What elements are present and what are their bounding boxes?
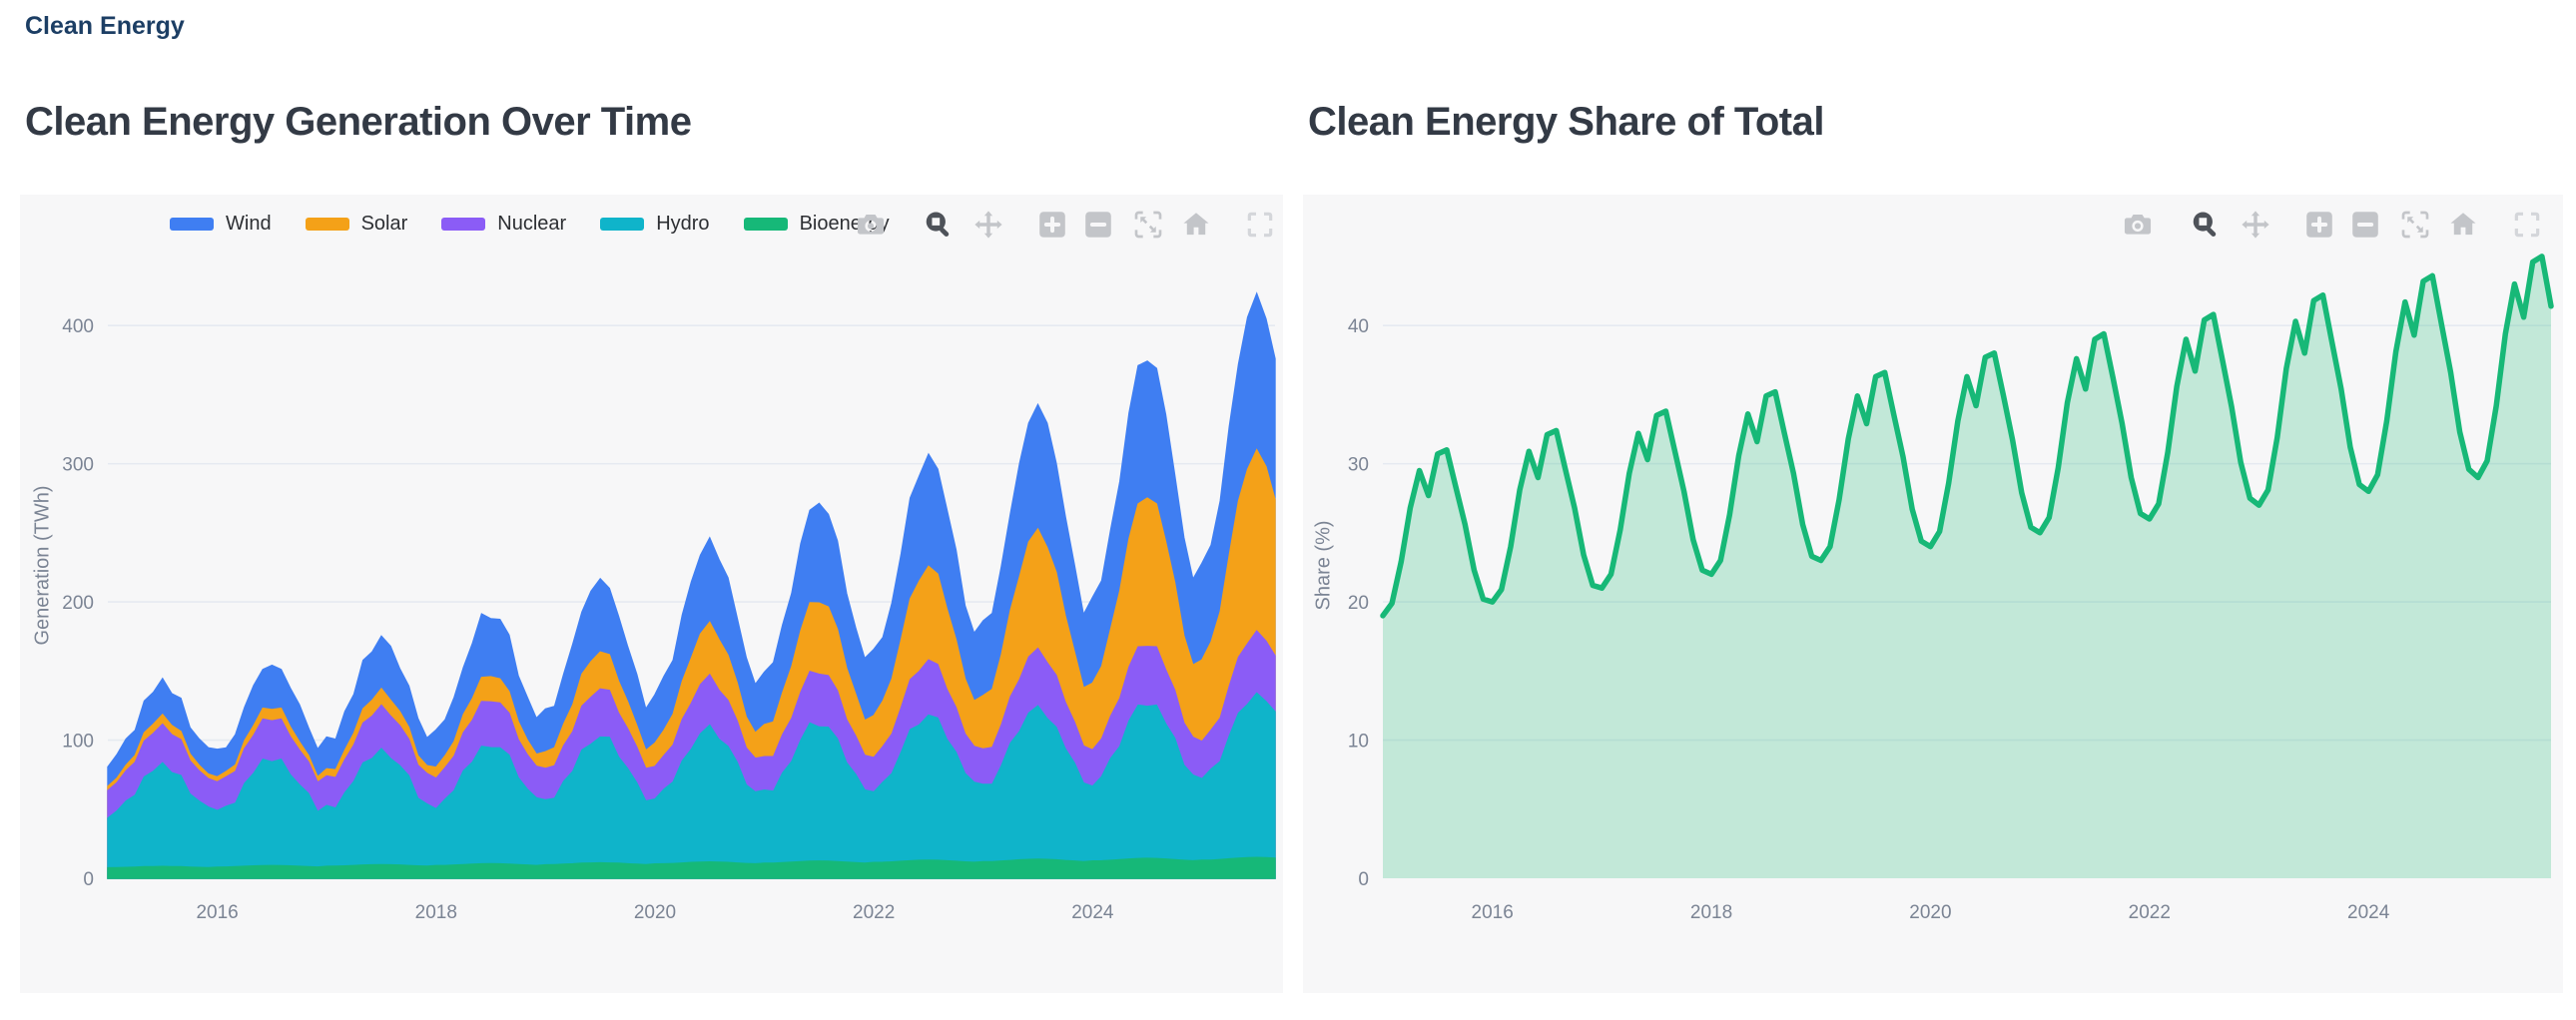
chart2-title: Clean Energy Share of Total bbox=[1308, 100, 1825, 144]
generation-legend: Wind Solar Nuclear Hydro Bioenergy bbox=[170, 213, 924, 236]
y-tick-label: 20 bbox=[1348, 593, 1369, 614]
y-tick-label: 40 bbox=[1348, 316, 1369, 337]
fullscreen-icon[interactable] bbox=[2511, 209, 2543, 241]
share-plot-area[interactable]: 0 10 20 30 40 2016 2018 2020 2022 2024 bbox=[1303, 195, 2563, 993]
y-tick-label: 100 bbox=[62, 732, 94, 753]
legend-item-hydro[interactable]: Hydro bbox=[600, 213, 710, 236]
hydro-swatch bbox=[600, 218, 645, 231]
wind-swatch bbox=[170, 218, 214, 231]
share-y-axis-title: Share (%) bbox=[1312, 520, 1335, 611]
x-tick-label: 2020 bbox=[634, 902, 676, 923]
reset-home-icon[interactable] bbox=[2447, 209, 2479, 241]
autoscale-icon[interactable] bbox=[1132, 209, 1164, 241]
zoom-out-icon[interactable] bbox=[2349, 209, 2381, 241]
chart1-title: Clean Energy Generation Over Time bbox=[25, 100, 692, 144]
breadcrumb: Clean Energy bbox=[25, 12, 185, 40]
fullscreen-icon[interactable] bbox=[1244, 209, 1276, 241]
legend-item-nuclear[interactable]: Nuclear bbox=[441, 213, 566, 236]
share-modebar bbox=[2122, 209, 2551, 245]
share-chart-card: 0 10 20 30 40 2016 2018 2020 2022 2024 Share (%) bbox=[1303, 195, 2563, 993]
y-tick-label: 30 bbox=[1348, 455, 1369, 476]
zoom-in-icon[interactable] bbox=[1036, 209, 1068, 241]
pan-icon[interactable] bbox=[972, 209, 1004, 241]
legend-label: Nuclear bbox=[497, 213, 567, 235]
y-tick-label: 10 bbox=[1348, 732, 1369, 753]
y-tick-label: 200 bbox=[62, 593, 94, 614]
x-tick-label: 2022 bbox=[853, 902, 895, 923]
y-tick-label: 300 bbox=[62, 455, 94, 476]
legend-label: Hydro bbox=[656, 213, 710, 235]
zoom-out-icon[interactable] bbox=[1082, 209, 1114, 241]
camera-icon[interactable] bbox=[2122, 209, 2154, 241]
y-tick-label: 400 bbox=[62, 316, 94, 337]
x-tick-label: 2016 bbox=[196, 902, 238, 923]
generation-chart-card: 0 100 200 300 400 2016 2018 2020 2022 2024 Genera… bbox=[20, 195, 1283, 993]
generation-y-axis-title: Generation (TWh) bbox=[31, 485, 54, 646]
legend-label: Wind bbox=[226, 213, 272, 235]
pan-icon[interactable] bbox=[2240, 209, 2271, 241]
x-tick-label: 2018 bbox=[1690, 902, 1732, 923]
solar-swatch bbox=[305, 218, 349, 231]
x-tick-label: 2020 bbox=[1909, 902, 1951, 923]
nuclear-swatch bbox=[441, 218, 486, 231]
legend-item-solar[interactable]: Solar bbox=[305, 213, 408, 236]
y-tick-label: 0 bbox=[83, 869, 94, 890]
legend-label: Solar bbox=[360, 213, 408, 235]
zoom-icon[interactable] bbox=[923, 209, 955, 241]
generation-plot-area[interactable]: 0 100 200 300 400 2016 2018 2020 2022 2024 bbox=[20, 195, 1283, 993]
generation-modebar bbox=[855, 209, 1284, 245]
bioenergy-swatch bbox=[743, 218, 788, 231]
zoom-in-icon[interactable] bbox=[2303, 209, 2335, 241]
x-tick-label: 2024 bbox=[1071, 902, 1114, 923]
y-tick-label: 0 bbox=[1358, 869, 1369, 890]
zoom-icon[interactable] bbox=[2190, 209, 2222, 241]
camera-icon[interactable] bbox=[855, 209, 887, 241]
autoscale-icon[interactable] bbox=[2399, 209, 2431, 241]
reset-home-icon[interactable] bbox=[1180, 209, 1212, 241]
x-tick-label: 2016 bbox=[1472, 902, 1514, 923]
x-tick-label: 2018 bbox=[415, 902, 457, 923]
legend-item-wind[interactable]: Wind bbox=[170, 213, 272, 236]
x-tick-label: 2024 bbox=[2347, 902, 2390, 923]
x-tick-label: 2022 bbox=[2129, 902, 2171, 923]
